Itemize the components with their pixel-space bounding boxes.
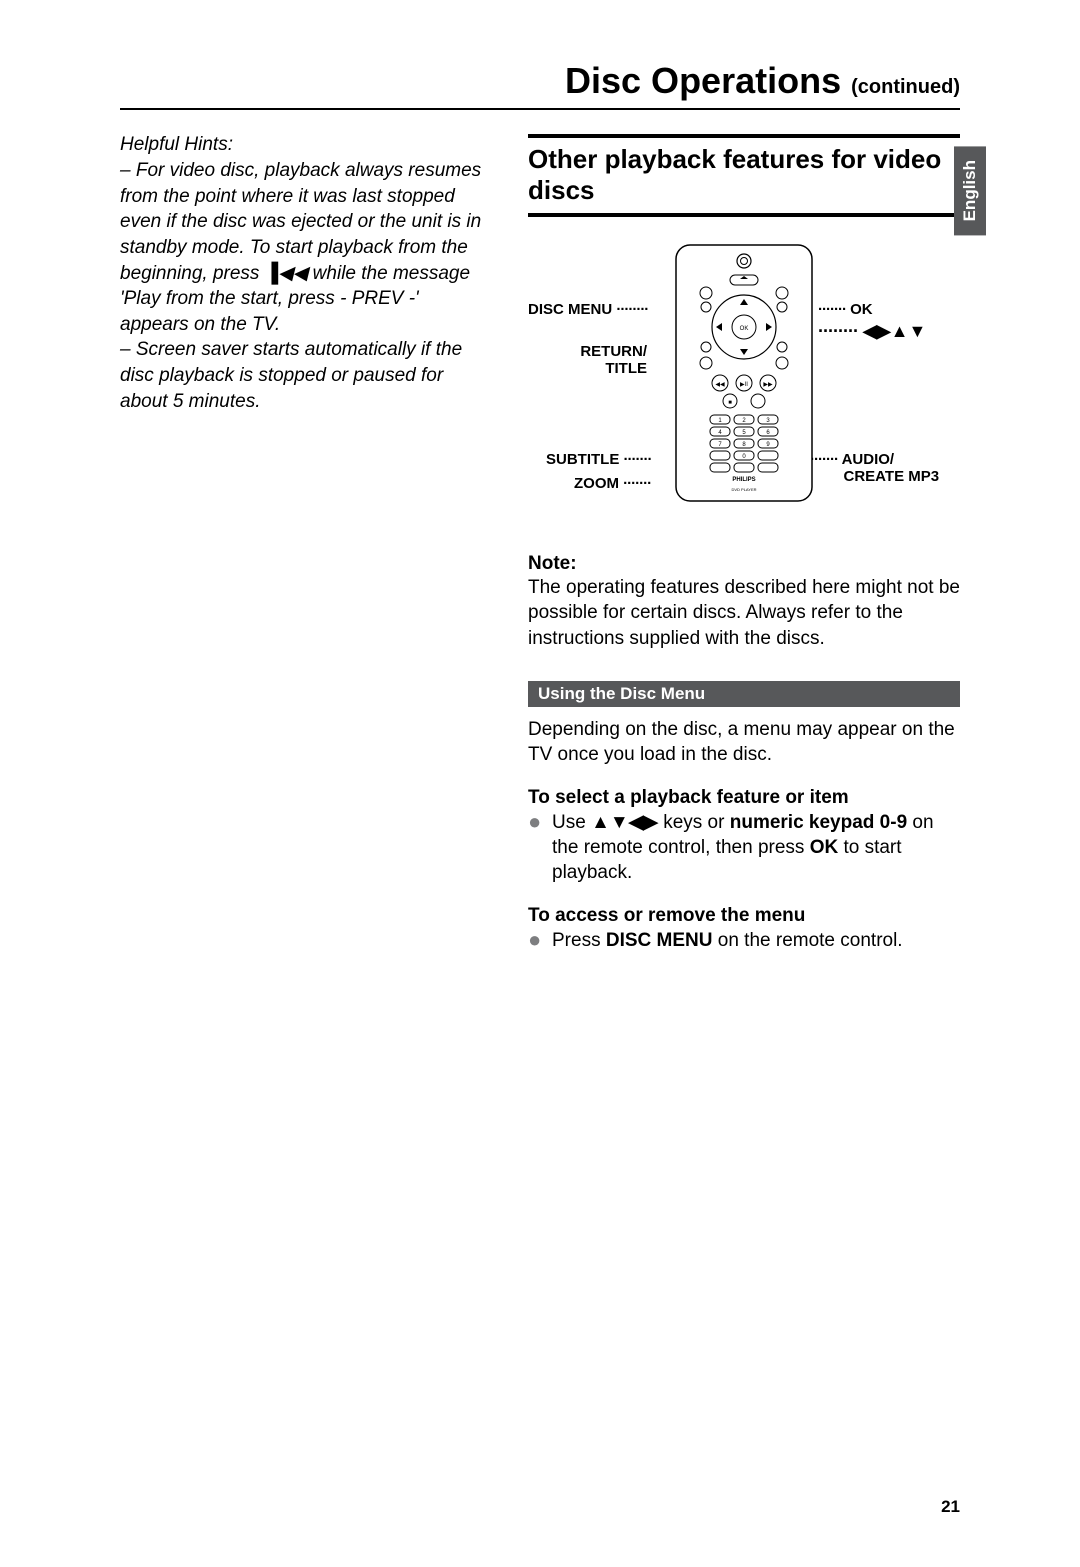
svg-text:◀◀: ◀◀: [715, 382, 725, 388]
keypad-text: numeric keypad 0-9: [730, 812, 907, 833]
arrow-icons: ◀▶▲▼: [863, 321, 926, 341]
ok-text: OK: [810, 837, 839, 858]
title-suffix: (continued): [851, 76, 960, 98]
dots-icon: ········: [818, 321, 858, 341]
access-heading: To access or remove the menu: [528, 903, 960, 928]
remote-diagram: DISC MENU ········ RETURN/ TITLE SUBTITL…: [528, 243, 960, 523]
language-tab: English: [954, 146, 986, 235]
access-suffix: on the remote control.: [712, 930, 902, 951]
select-heading: To select a playback feature or item: [528, 785, 960, 810]
label-zoom: ZOOM ·······: [574, 475, 651, 492]
label-ok: ······· OK: [818, 301, 873, 318]
access-body: Press DISC MENU on the remote control.: [552, 928, 903, 953]
return-text: RETURN/: [580, 343, 647, 360]
svg-text:■: ■: [728, 400, 732, 406]
audio-text: AUDIO/: [842, 451, 895, 468]
prev-icon: ▐◀◀: [265, 263, 308, 284]
page-number: 21: [941, 1497, 960, 1517]
disc-menu-text: DISC MENU: [528, 301, 612, 318]
title-text: TITLE: [605, 360, 647, 377]
disc-menu-header: Using the Disc Menu: [528, 681, 960, 707]
label-audio: ········ AUDIO/ CREATE MP3: [806, 451, 939, 485]
hints-body: – For video disc, playback always resume…: [120, 158, 488, 414]
arrow-keys-icon: ▲▼◀▶: [591, 812, 658, 833]
manual-page: Disc Operations (continued) Helpful Hint…: [0, 0, 1080, 1011]
select-body: Use ▲▼◀▶ keys or numeric keypad 0-9 on t…: [552, 810, 960, 885]
content-columns: Helpful Hints: – For video disc, playbac…: [120, 134, 960, 971]
title-main: Disc Operations: [565, 60, 841, 101]
note-block: Note: The operating features described h…: [528, 553, 960, 650]
label-return-title: RETURN/ TITLE: [552, 343, 647, 377]
section-title-box: Other playback features for video discs: [528, 134, 960, 217]
bullet-icon: ●: [528, 928, 552, 953]
label-arrows: ········ ◀▶▲▼: [818, 321, 926, 342]
create-mp3-text: CREATE MP3: [844, 468, 940, 485]
hints-heading: Helpful Hints:: [120, 134, 488, 156]
svg-text:▶▶: ▶▶: [763, 382, 773, 388]
note-body: The operating features described here mi…: [528, 575, 960, 650]
select-prefix: Use: [552, 812, 591, 833]
subtitle-text: SUBTITLE: [546, 451, 619, 468]
left-column: Helpful Hints: – For video disc, playbac…: [120, 134, 488, 971]
hint2: – Screen saver starts automatically if t…: [120, 339, 462, 411]
section-title: Other playback features for video discs: [528, 144, 960, 205]
svg-text:OK: OK: [740, 326, 749, 332]
note-heading: Note:: [528, 553, 960, 575]
right-column: Other playback features for video discs …: [528, 134, 960, 971]
dots-icon: ·······: [623, 475, 651, 492]
label-disc-menu: DISC MENU ········: [528, 301, 648, 318]
disc-menu-intro: Depending on the disc, a menu may appear…: [528, 717, 960, 767]
dots-icon: ········: [616, 301, 648, 318]
bullet-icon: ●: [528, 810, 552, 885]
dots-icon: ·······: [624, 451, 652, 468]
ok-text: OK: [850, 301, 873, 318]
title-underline: [120, 108, 960, 110]
svg-text:DVD PLAYER: DVD PLAYER: [731, 487, 756, 492]
access-bullet: ● Press DISC MENU on the remote control.: [528, 928, 960, 953]
disc-menu-btn-text: DISC MENU: [606, 930, 713, 951]
label-subtitle: SUBTITLE ·······: [546, 451, 651, 468]
page-title: Disc Operations (continued): [120, 60, 960, 102]
remote-svg: OK ◀◀: [674, 243, 814, 503]
zoom-text: ZOOM: [574, 475, 619, 492]
access-prefix: Press: [552, 930, 606, 951]
dots-icon: ·······: [818, 301, 846, 318]
select-bullet: ● Use ▲▼◀▶ keys or numeric keypad 0-9 on…: [528, 810, 960, 885]
select-mid: keys or: [658, 812, 730, 833]
svg-text:▶II: ▶II: [740, 382, 748, 388]
svg-text:PHILIPS: PHILIPS: [732, 477, 755, 483]
